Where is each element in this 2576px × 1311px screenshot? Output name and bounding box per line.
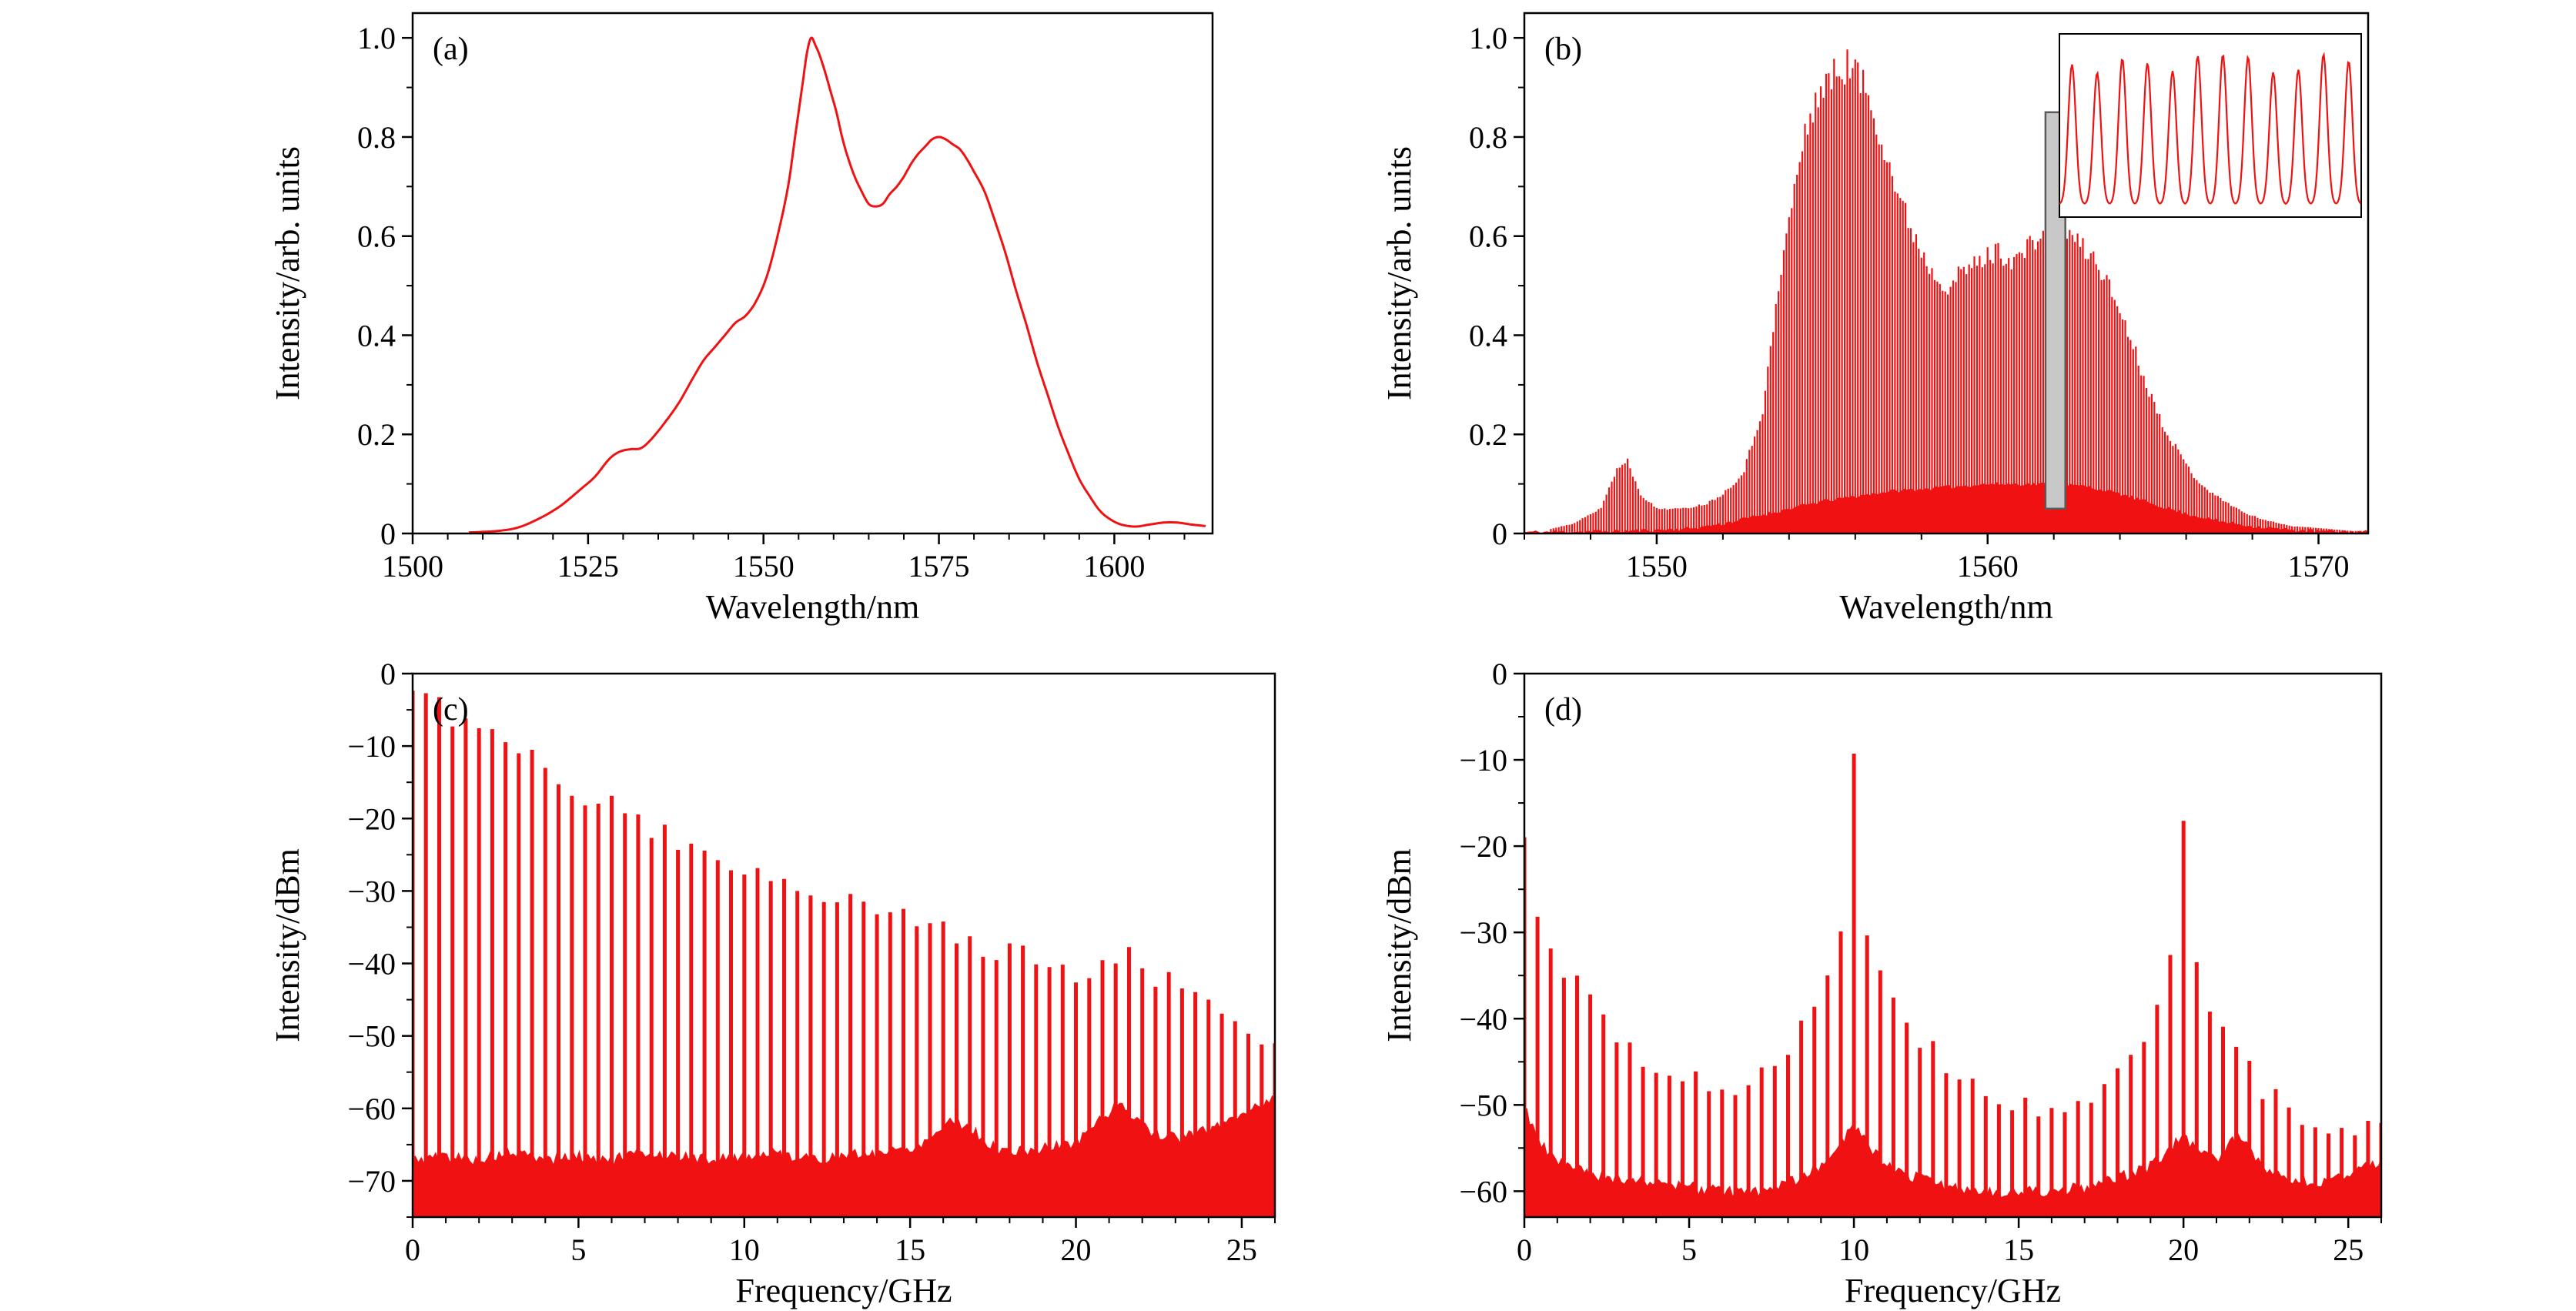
panel-c: 0 5 10 15 20 25 0 −10 −20 −30 −40 −50 −60 −70 Frequenc… <box>0 655 1288 1311</box>
chart-c-rf-spectrum: 0 5 10 15 20 25 0 −10 −20 −30 −40 −50 −60 −70 Frequenc… <box>269 657 1276 1309</box>
y-tick-label: 0.6 <box>357 219 396 254</box>
y-tick-label: 0.2 <box>1469 417 1507 452</box>
x-tick-label: 15 <box>895 1232 925 1267</box>
panel-letter-d: (d) <box>1544 692 1582 727</box>
plot-area-d <box>1524 754 2381 1217</box>
y-tick-label: 0 <box>1492 657 1507 691</box>
spectrum-curve <box>468 36 1206 533</box>
y-axis-title: Intensity/dBm <box>1380 848 1418 1042</box>
y-axis-title: Intensity/arb. units <box>1380 146 1418 400</box>
x-tick-label: 25 <box>1226 1232 1257 1267</box>
chart-a-optical-spectrum: 1500 1525 1550 1575 1600 0 0.2 0.4 0.6 0.8 1.0 Wave… <box>269 12 1214 626</box>
y-tick-label: 0 <box>380 657 396 691</box>
chart-b-comb-spectrum: 1550 1560 1570 0 0.2 0.4 0.6 0.8 1.0 Wavelength/n… <box>1380 12 2370 626</box>
panel-letter-c: (c) <box>433 692 469 727</box>
comb-lines <box>413 691 1275 1217</box>
inset-frame <box>2059 33 2362 218</box>
y-tick-label: 0.4 <box>1469 318 1507 353</box>
x-tick-label: 1570 <box>2288 549 2350 584</box>
axes-b: 1550 1560 1570 0 0.2 0.4 0.6 0.8 1.0 Wavelength/n… <box>1380 12 2370 626</box>
x-tick-label: 25 <box>2333 1232 2364 1267</box>
x-tick-label: 0 <box>1517 1232 1532 1267</box>
x-axis-title: Frequency/GHz <box>1845 1272 2061 1309</box>
y-tick-label: 0.4 <box>357 318 396 353</box>
panel-a: 1500 1525 1550 1575 1600 0 0.2 0.4 0.6 0.8 1.0 Wave… <box>0 0 1288 655</box>
y-tick-label: −60 <box>347 1092 396 1126</box>
y-tick-label: −30 <box>1459 915 1507 950</box>
axes-c: 0 5 10 15 20 25 0 −10 −20 −30 −40 −50 −60 −70 Frequenc… <box>269 657 1276 1309</box>
y-tick-label: 1.0 <box>357 21 396 55</box>
x-axis-title: Wavelength/nm <box>1839 588 2053 626</box>
y-tick-label: −10 <box>347 729 396 764</box>
y-tick-label: 0.8 <box>1469 120 1507 155</box>
y-tick-label: −40 <box>347 947 396 982</box>
x-axis-title: Frequency/GHz <box>735 1272 952 1309</box>
x-tick-label: 5 <box>1681 1232 1697 1267</box>
x-tick-label: 5 <box>570 1232 586 1267</box>
comb-lines <box>1524 754 2381 1217</box>
x-tick-label: 10 <box>729 1232 760 1267</box>
x-tick-label: 1550 <box>1626 549 1688 584</box>
y-tick-label: −70 <box>347 1164 396 1199</box>
x-tick-label: 20 <box>1061 1232 1092 1267</box>
y-tick-label: −30 <box>347 874 396 908</box>
y-tick-label: −40 <box>1459 1002 1507 1036</box>
y-tick-label: 0.8 <box>357 120 396 155</box>
noise-band <box>413 1095 1275 1217</box>
plot-frame <box>1523 12 2370 535</box>
x-tick-label: 1575 <box>908 549 970 584</box>
y-tick-label: −50 <box>1459 1088 1507 1122</box>
axes-a: 1500 1525 1550 1575 1600 0 0.2 0.4 0.6 0.8 1.0 Wave… <box>269 12 1214 626</box>
x-tick-label: 10 <box>1838 1232 1869 1267</box>
plot-frame <box>1523 672 2383 1219</box>
x-tick-label: 1525 <box>557 549 619 584</box>
y-axis-title: Intensity/arb. units <box>269 146 306 400</box>
x-axis-title: Wavelength/nm <box>706 588 920 626</box>
plot-frame <box>411 12 1214 535</box>
panel-letter-b: (b) <box>1544 32 1582 67</box>
y-tick-label: 0.6 <box>1469 219 1507 254</box>
y-tick-label: 1.0 <box>1469 21 1507 55</box>
y-tick-label: 0.2 <box>357 417 396 452</box>
panel-b: 1550 1560 1570 0 0.2 0.4 0.6 0.8 1.0 Wavelength/n… <box>1288 0 2576 655</box>
panel-letter-a: (a) <box>433 32 469 67</box>
x-tick-label: 1550 <box>733 549 795 584</box>
comb-lines <box>1550 49 2367 533</box>
x-tick-label: 20 <box>2168 1232 2199 1267</box>
x-tick-label: 15 <box>2003 1232 2034 1267</box>
y-tick-label: 0 <box>380 517 396 551</box>
noise-band <box>1524 1108 2381 1217</box>
y-tick-label: −20 <box>1459 829 1507 864</box>
chart-d-rf-spectrum-filtered: 0 5 10 15 20 25 0 −10 −20 −30 −40 −50 −60 Frequency/G… <box>1380 657 2383 1309</box>
x-tick-label: 1500 <box>382 549 443 584</box>
y-axis-title: Intensity/dBm <box>269 848 306 1042</box>
y-tick-label: 0 <box>1492 517 1507 551</box>
y-tick-label: −10 <box>1459 743 1507 778</box>
pulse-train-inset <box>2059 33 2362 218</box>
x-tick-label: 1600 <box>1083 549 1145 584</box>
panel-d: 0 5 10 15 20 25 0 −10 −20 −30 −40 −50 −60 Frequency/G… <box>1288 655 2576 1311</box>
y-tick-label: −20 <box>347 801 396 836</box>
plot-area-c <box>413 691 1275 1217</box>
plot-area-a <box>468 36 1206 533</box>
y-tick-label: −60 <box>1459 1174 1507 1209</box>
x-tick-label: 1560 <box>1957 549 2019 584</box>
axes-d: 0 5 10 15 20 25 0 −10 −20 −30 −40 −50 −60 Frequency/G… <box>1380 657 2383 1309</box>
x-tick-label: 0 <box>405 1232 420 1267</box>
y-tick-label: −50 <box>347 1019 396 1054</box>
plot-area-b <box>1524 49 2368 533</box>
inset-comb-teeth <box>2059 52 2362 206</box>
